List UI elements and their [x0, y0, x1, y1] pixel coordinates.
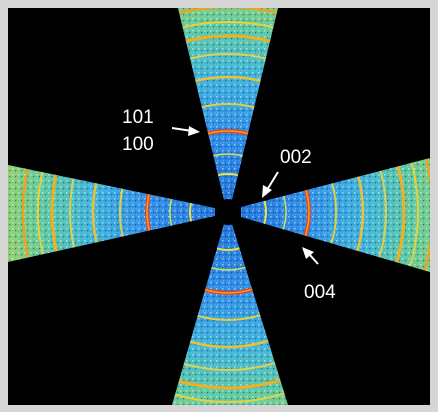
beam-stop: [215, 199, 241, 225]
peak-label: 002: [280, 147, 312, 168]
diffraction-screenshot: 101 100 002 004: [0, 0, 438, 412]
peak-label: 100: [122, 134, 154, 155]
peak-label: 004: [304, 282, 336, 303]
peak-label: 101: [122, 107, 154, 128]
